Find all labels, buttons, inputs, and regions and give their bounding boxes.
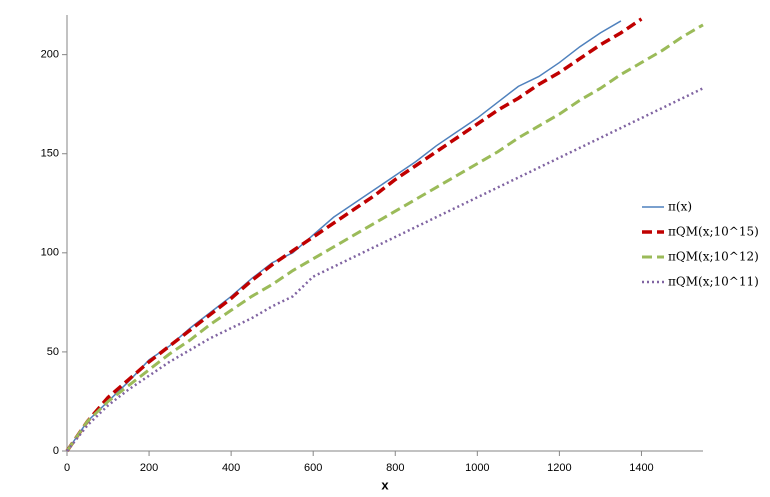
y-tick-label: 50 bbox=[47, 346, 59, 358]
x-tick-label: 600 bbox=[304, 462, 322, 474]
x-tick-label: 1400 bbox=[629, 462, 653, 474]
x-tick-label: 0 bbox=[64, 462, 70, 474]
legend-label: πQM(x;10^12) bbox=[668, 250, 759, 264]
x-tick-label: 1000 bbox=[465, 462, 489, 474]
y-tick-label: 0 bbox=[53, 445, 59, 457]
y-tick-label: 100 bbox=[41, 247, 59, 259]
legend-label: π(x) bbox=[668, 200, 692, 214]
series-line bbox=[65, 23, 704, 452]
series-line bbox=[66, 87, 704, 452]
y-tick-label: 200 bbox=[41, 49, 59, 61]
legend-label: πQM(x;10^15) bbox=[668, 225, 759, 239]
y-tick-label: 150 bbox=[41, 148, 59, 160]
series-line bbox=[65, 17, 643, 452]
x-tick-label: 200 bbox=[140, 462, 158, 474]
x-tick-label: 400 bbox=[222, 462, 240, 474]
x-tick-label: 1200 bbox=[547, 462, 571, 474]
legend-label: πQM(x;10^11) bbox=[668, 275, 759, 289]
x-tick-label: 800 bbox=[386, 462, 404, 474]
series-line bbox=[66, 20, 622, 452]
x-axis-label: x bbox=[381, 477, 389, 492]
